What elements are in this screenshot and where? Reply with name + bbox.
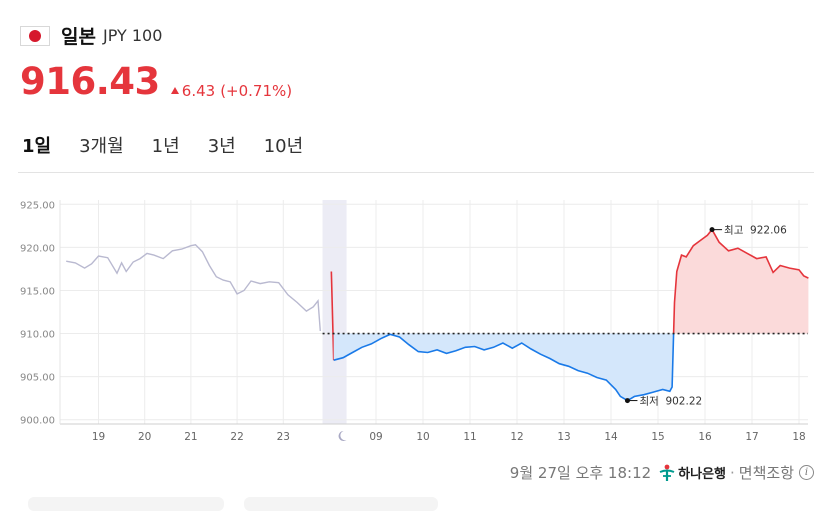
period-tabs: 1일 3개월 1년 3년 10년 <box>22 132 331 158</box>
x-tick-label: 16 <box>698 431 712 443</box>
japan-flag-icon <box>20 25 50 46</box>
bank-source: 하나은행 <box>659 463 726 482</box>
x-tick-label: 20 <box>138 431 151 443</box>
below-baseline-area <box>333 333 674 401</box>
extreme-label: 최저 <box>639 396 658 408</box>
night-session-band <box>322 200 347 424</box>
current-price: 916.43 <box>20 60 160 103</box>
info-icon[interactable]: i <box>799 465 814 480</box>
change-percent: (+0.71%) <box>220 81 293 100</box>
quote-row: 916.43 6.43 (+0.71%) <box>20 60 292 103</box>
x-tick-label: 13 <box>557 431 570 443</box>
tab-10y[interactable]: 10년 <box>263 136 304 157</box>
y-tick-label: 905.00 <box>20 373 55 384</box>
x-tick-label: 18 <box>792 431 805 443</box>
extreme-value: 902.22 <box>665 396 702 408</box>
y-tick-label: 900.00 <box>20 416 55 427</box>
moon-icon <box>338 431 347 441</box>
disclaimer-link[interactable]: 면책조항 <box>738 464 794 482</box>
currency-header: 일본 JPY 100 <box>20 22 162 49</box>
x-tick-label: 11 <box>463 431 476 443</box>
history-line <box>66 244 321 332</box>
next-card-stub <box>244 497 438 511</box>
x-tick-label: 10 <box>416 431 429 443</box>
bank-name: 하나은행 <box>678 467 727 482</box>
x-tick-label: 12 <box>510 431 523 443</box>
y-tick-label: 925.00 <box>20 200 55 211</box>
exchange-rate-chart: 900.00 905.00 910.00 915.00 920.00 925.00 19 20… <box>20 200 809 443</box>
x-tick-label: 21 <box>184 431 197 443</box>
tabs-divider <box>18 172 814 173</box>
down-line <box>333 333 675 402</box>
x-tick-label: 19 <box>92 431 105 443</box>
up-line <box>672 228 809 334</box>
x-tick-label: 15 <box>651 431 664 443</box>
x-tick-label: 14 <box>604 431 618 443</box>
x-tick-label: 22 <box>230 431 243 443</box>
x-tick-label: 09 <box>369 431 382 443</box>
update-timestamp: 9월 27일 오후 18:12 <box>509 464 652 482</box>
y-tick-label: 920.00 <box>20 243 55 254</box>
up-triangle-icon <box>170 87 179 94</box>
tab-1y[interactable]: 1년 <box>151 136 180 157</box>
tab-3y[interactable]: 3년 <box>207 136 236 157</box>
y-tick-label: 915.00 <box>20 286 55 297</box>
above-baseline-area <box>673 229 809 334</box>
chart-footer: 9월 27일 오후 18:12 하나은행 · 면책조항 i <box>510 462 814 483</box>
price-change: 6.43 (+0.71%) <box>170 81 293 100</box>
y-tick-label: 910.00 <box>20 330 55 341</box>
tab-1d[interactable]: 1일 <box>22 136 52 157</box>
currency-code: JPY 100 <box>102 26 163 45</box>
extreme-value: 922.06 <box>750 225 787 237</box>
open-spike-line <box>330 271 335 361</box>
hana-bank-logo-icon <box>659 464 675 481</box>
x-tick-label: 17 <box>745 431 758 443</box>
extreme-label: 최고 <box>724 225 744 237</box>
tab-3m[interactable]: 3개월 <box>79 136 124 157</box>
footer-separator: · <box>730 463 735 482</box>
next-card-stub <box>28 497 224 511</box>
currency-name: 일본 <box>61 26 96 48</box>
change-value: 6.43 <box>181 81 216 100</box>
x-tick-label: 23 <box>277 431 290 443</box>
